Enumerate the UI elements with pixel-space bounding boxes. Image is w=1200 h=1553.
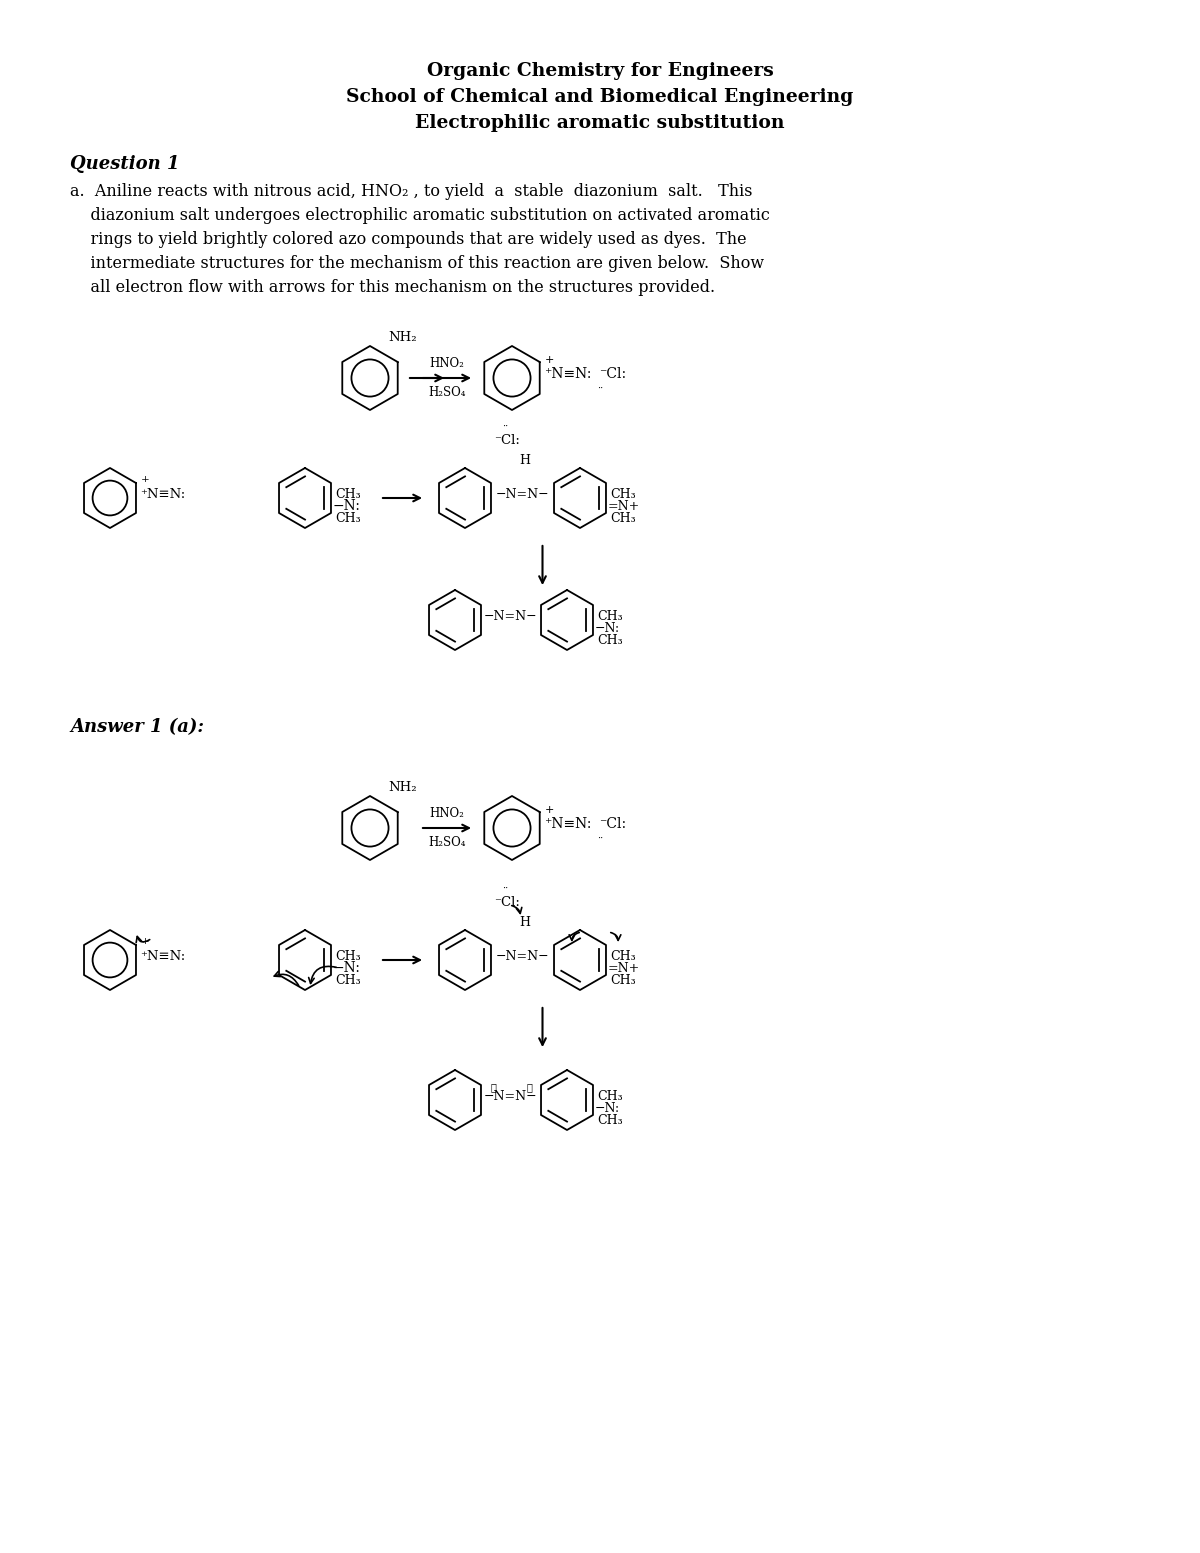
Text: H₂SO₄: H₂SO₄ xyxy=(428,836,466,849)
Text: CH₃: CH₃ xyxy=(335,950,361,963)
Text: =N+: =N+ xyxy=(608,961,641,974)
Text: +: + xyxy=(142,938,150,946)
Text: +: + xyxy=(545,804,554,815)
Text: Electrophilic aromatic substitution: Electrophilic aromatic substitution xyxy=(415,113,785,132)
Text: CH₃: CH₃ xyxy=(598,634,623,646)
Text: ⋯: ⋯ xyxy=(526,1084,532,1092)
Text: −N:: −N: xyxy=(595,621,620,635)
Text: CH₃: CH₃ xyxy=(598,1090,623,1104)
Text: School of Chemical and Biomedical Engineering: School of Chemical and Biomedical Engine… xyxy=(347,89,853,106)
Text: +: + xyxy=(545,356,554,365)
Text: ⁻Cl:: ⁻Cl: xyxy=(494,896,520,909)
Text: ⁺N≡N:: ⁺N≡N: xyxy=(140,949,185,963)
Text: −N=N−: −N=N− xyxy=(496,949,550,963)
Text: ⁺N≡N:: ⁺N≡N: xyxy=(544,817,592,831)
Text: −N=N−: −N=N− xyxy=(496,488,550,500)
Text: CH₃: CH₃ xyxy=(335,974,361,986)
Text: ⋯: ⋯ xyxy=(490,1084,496,1092)
Text: Question 1: Question 1 xyxy=(70,155,180,172)
Text: −N=N−: −N=N− xyxy=(484,1090,538,1103)
Text: +: + xyxy=(142,475,150,485)
Text: ⁻Cl:: ⁻Cl: xyxy=(494,433,520,447)
Text: a.  Aniline reacts with nitrous acid, HNO₂ , to yield  a  stable  diazonium  sal: a. Aniline reacts with nitrous acid, HNO… xyxy=(70,183,752,200)
Text: NH₂: NH₂ xyxy=(388,331,416,345)
Text: ⁺N≡N:: ⁺N≡N: xyxy=(544,367,592,380)
Text: H: H xyxy=(520,453,530,466)
Text: H: H xyxy=(520,916,530,929)
Text: CH₃: CH₃ xyxy=(598,1114,623,1126)
Text: rings to yield brightly colored azo compounds that are widely used as dyes.  The: rings to yield brightly colored azo comp… xyxy=(70,231,746,248)
Text: =N+: =N+ xyxy=(608,500,641,512)
Text: Organic Chemistry for Engineers: Organic Chemistry for Engineers xyxy=(427,62,773,81)
Text: ··: ·· xyxy=(502,421,508,430)
Text: intermediate structures for the mechanism of this reaction are given below.  Sho: intermediate structures for the mechanis… xyxy=(70,255,764,272)
Text: ··: ·· xyxy=(502,884,508,893)
Text: ⁻Cl:: ⁻Cl: xyxy=(599,367,626,380)
Text: diazonium salt undergoes electrophilic aromatic substitution on activated aromat: diazonium salt undergoes electrophilic a… xyxy=(70,207,770,224)
Text: CH₃: CH₃ xyxy=(335,511,361,525)
Text: −N:: −N: xyxy=(334,961,361,975)
Text: CH₃: CH₃ xyxy=(610,974,636,986)
Text: ··: ·· xyxy=(598,834,604,842)
Text: −N:: −N: xyxy=(334,499,361,512)
Text: all electron flow with arrows for this mechanism on the structures provided.: all electron flow with arrows for this m… xyxy=(70,280,715,297)
Text: CH₃: CH₃ xyxy=(610,489,636,502)
Text: −N=N−: −N=N− xyxy=(484,609,538,623)
Text: HNO₂: HNO₂ xyxy=(430,808,464,820)
Text: CH₃: CH₃ xyxy=(335,489,361,502)
Text: HNO₂: HNO₂ xyxy=(430,357,464,370)
Text: CH₃: CH₃ xyxy=(610,511,636,525)
Text: ⁺N≡N:: ⁺N≡N: xyxy=(140,488,185,500)
Text: Answer 1 (a):: Answer 1 (a): xyxy=(70,717,204,736)
Text: CH₃: CH₃ xyxy=(610,950,636,963)
Text: ⁻Cl:: ⁻Cl: xyxy=(599,817,626,831)
Text: H₂SO₄: H₂SO₄ xyxy=(428,387,466,399)
Text: CH₃: CH₃ xyxy=(598,610,623,623)
Text: NH₂: NH₂ xyxy=(388,781,416,794)
Text: −N:: −N: xyxy=(595,1101,620,1115)
Text: ··: ·· xyxy=(598,384,604,393)
